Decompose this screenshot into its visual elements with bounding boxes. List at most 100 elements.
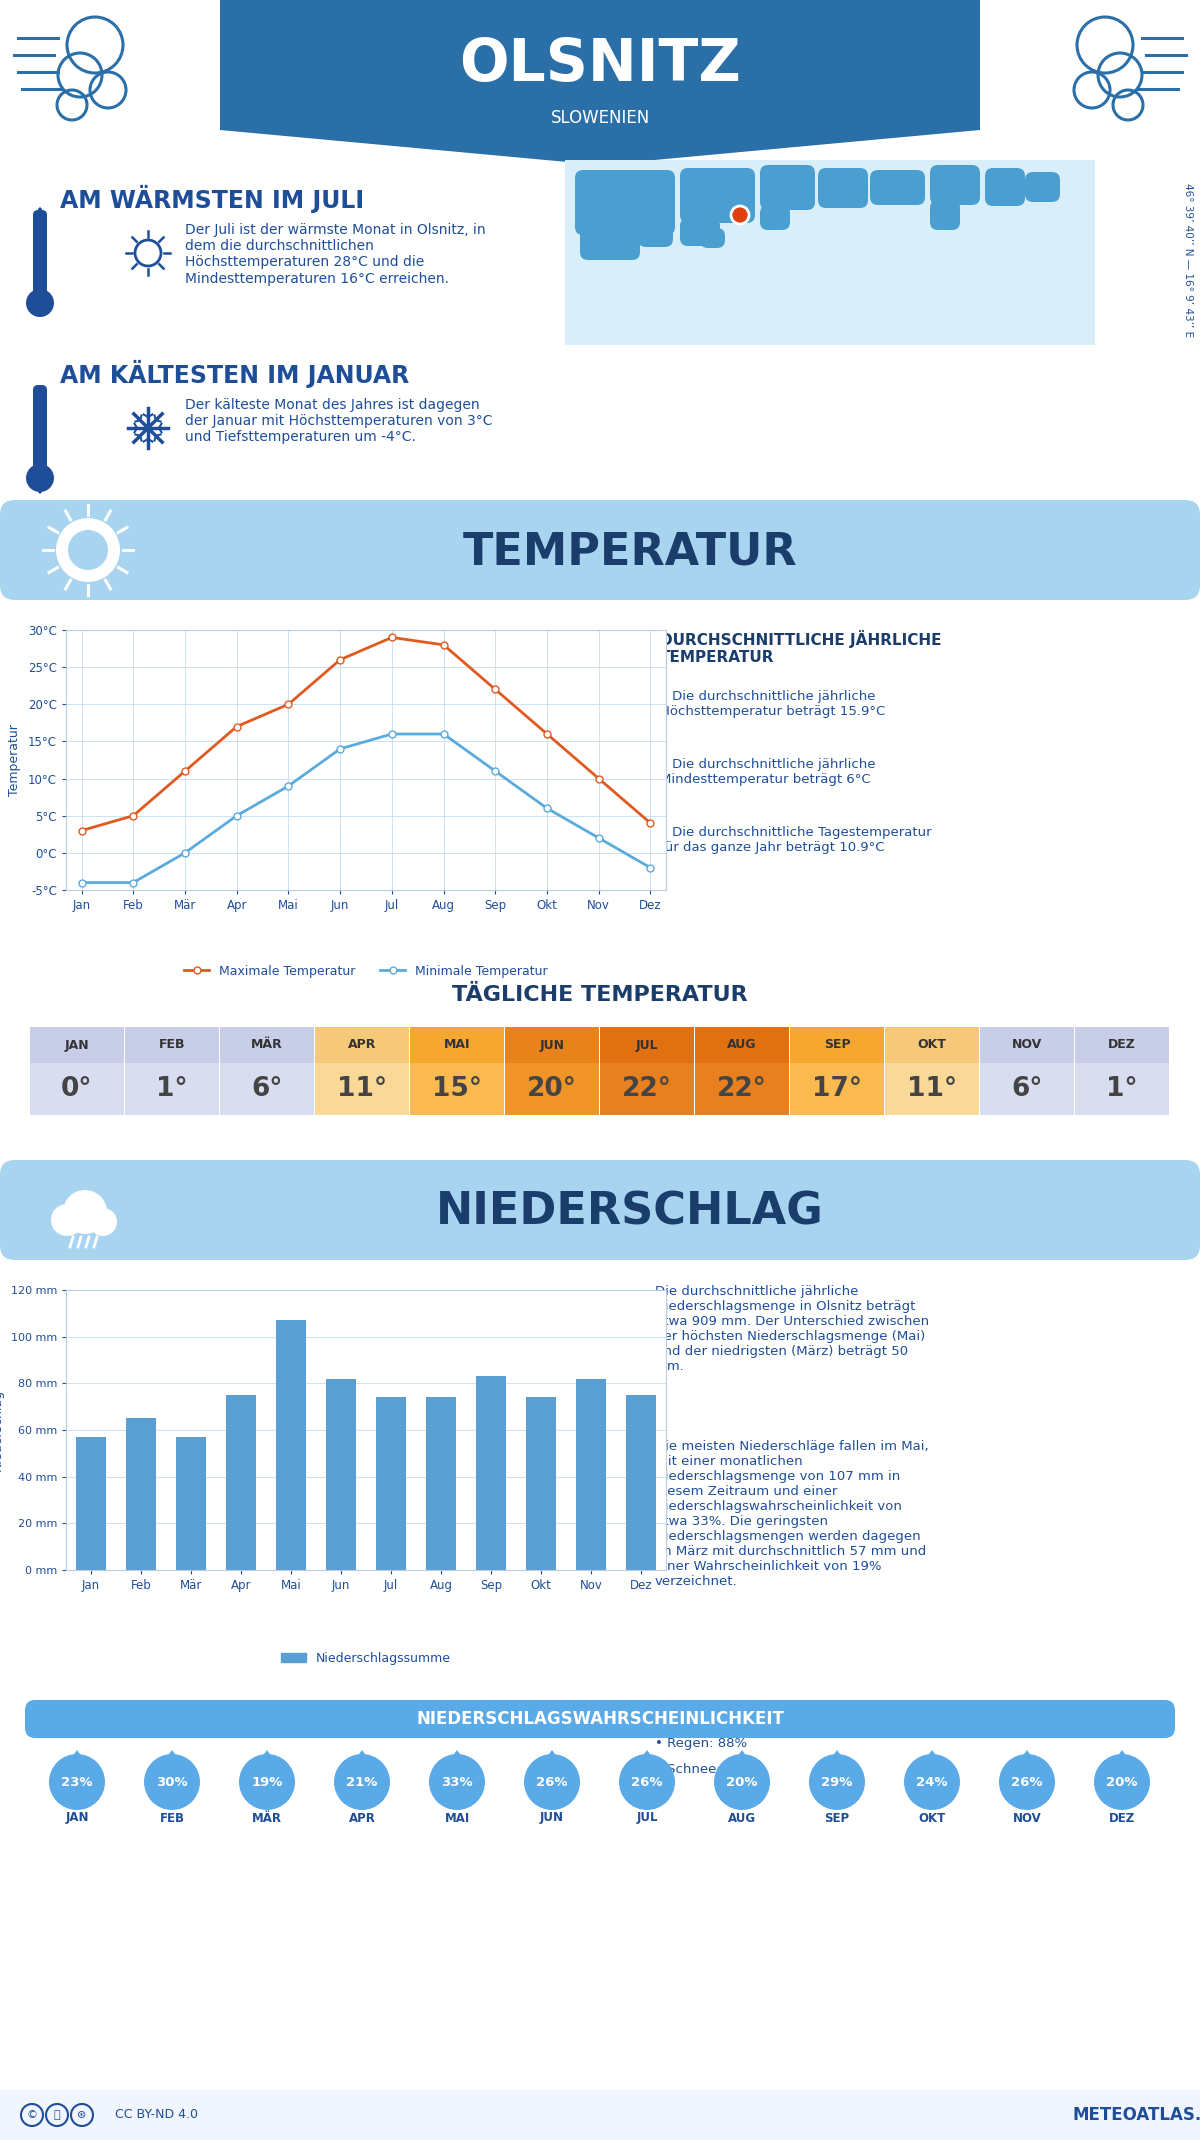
Bar: [426, 1397, 456, 1571]
Circle shape: [714, 1755, 770, 1810]
Text: MÄR: MÄR: [252, 1810, 282, 1825]
Polygon shape: [1014, 1751, 1040, 1768]
Bar: [220, 1064, 314, 1115]
Text: Der Juli ist der wärmste Monat in Olsnitz, in
dem die durchschnittlichen
Höchstt: Der Juli ist der wärmste Monat in Olsnit…: [185, 223, 486, 285]
Bar: [576, 1378, 606, 1571]
Text: AUG: AUG: [728, 1810, 756, 1825]
Text: SEP: SEP: [824, 1810, 850, 1825]
Bar: [626, 1395, 656, 1571]
Polygon shape: [220, 0, 980, 165]
Legend: Niederschlagssumme: Niederschlagssumme: [276, 1648, 456, 1669]
Bar: [410, 1027, 504, 1064]
Bar: [600, 1064, 694, 1115]
Text: • Die durchschnittliche Tagestemperatur
für das ganze Jahr beträgt 10.9°C: • Die durchschnittliche Tagestemperatur …: [660, 826, 931, 854]
Circle shape: [1094, 1755, 1150, 1810]
Polygon shape: [1109, 1751, 1135, 1768]
Circle shape: [64, 1190, 107, 1235]
Circle shape: [809, 1755, 865, 1810]
Text: NIEDERSCHLAGSWAHRSCHEINLICHKEIT: NIEDERSCHLAGSWAHRSCHEINLICHKEIT: [416, 1710, 784, 1727]
Text: JUL: JUL: [636, 1810, 658, 1825]
Circle shape: [430, 1755, 485, 1810]
Bar: [0, 2091, 1200, 2140]
FancyBboxPatch shape: [34, 385, 47, 471]
Text: TEMPERATUR: TEMPERATUR: [463, 531, 797, 574]
Circle shape: [49, 1755, 106, 1810]
Circle shape: [334, 1755, 390, 1810]
Text: APR: APR: [348, 1038, 376, 1051]
Circle shape: [524, 1755, 580, 1810]
Text: JUN: JUN: [540, 1038, 564, 1051]
FancyBboxPatch shape: [25, 1699, 1175, 1738]
Bar: [76, 1436, 106, 1571]
Text: JAN: JAN: [65, 1038, 89, 1051]
Bar: [526, 1397, 556, 1571]
Bar: [505, 1027, 599, 1064]
Text: CC BY-ND 4.0: CC BY-ND 4.0: [115, 2108, 198, 2121]
FancyBboxPatch shape: [1025, 171, 1060, 201]
FancyBboxPatch shape: [638, 223, 673, 246]
Text: METEOATLAS.DE: METEOATLAS.DE: [1073, 2106, 1200, 2125]
Bar: [886, 1027, 979, 1064]
Text: FEB: FEB: [160, 1810, 185, 1825]
Bar: [276, 1320, 306, 1571]
FancyBboxPatch shape: [818, 169, 868, 208]
Text: • Regen: 88%: • Regen: 88%: [655, 1738, 748, 1751]
FancyBboxPatch shape: [34, 210, 47, 295]
Bar: [30, 1027, 124, 1064]
Bar: [1075, 1064, 1169, 1115]
Circle shape: [904, 1755, 960, 1810]
Text: ⓘ: ⓘ: [54, 2110, 60, 2121]
Text: 46° 39’ 40’’ N — 16° 9’ 43’’ E: 46° 39’ 40’’ N — 16° 9’ 43’’ E: [1183, 182, 1193, 338]
Text: Der kälteste Monat des Jahres ist dagegen
der Januar mit Höchsttemperaturen von : Der kälteste Monat des Jahres ist dagege…: [185, 398, 492, 445]
Text: 19%: 19%: [251, 1776, 283, 1789]
Bar: [30, 1064, 124, 1115]
FancyBboxPatch shape: [870, 169, 925, 205]
FancyBboxPatch shape: [930, 165, 980, 205]
Y-axis label: Niederschlag: Niederschlag: [0, 1389, 4, 1470]
Bar: [476, 1376, 506, 1571]
Bar: [695, 1064, 790, 1115]
Bar: [790, 1027, 884, 1064]
Text: TÄGLICHE TEMPERATUR: TÄGLICHE TEMPERATUR: [452, 984, 748, 1006]
Circle shape: [239, 1755, 295, 1810]
Text: DEZ: DEZ: [1109, 1810, 1135, 1825]
Bar: [410, 1064, 504, 1115]
Text: NIEDERSCHLAG NACH TYP: NIEDERSCHLAG NACH TYP: [655, 1706, 878, 1721]
Text: 22°: 22°: [718, 1076, 767, 1102]
Text: MAI: MAI: [444, 1810, 469, 1825]
Polygon shape: [444, 1751, 470, 1768]
Polygon shape: [539, 1751, 565, 1768]
Bar: [505, 1064, 599, 1115]
Polygon shape: [824, 1751, 850, 1768]
Text: NOV: NOV: [1013, 1810, 1042, 1825]
Text: 17°: 17°: [812, 1076, 862, 1102]
Circle shape: [50, 1205, 83, 1237]
Bar: [980, 1027, 1074, 1064]
Bar: [314, 1027, 409, 1064]
FancyBboxPatch shape: [680, 218, 720, 246]
Bar: [126, 1419, 156, 1571]
Bar: [125, 1064, 220, 1115]
Text: SEP: SEP: [823, 1038, 851, 1051]
Circle shape: [619, 1755, 674, 1810]
Bar: [980, 1064, 1074, 1115]
Bar: [565, 160, 1096, 345]
Text: JAN: JAN: [65, 1810, 89, 1825]
Text: 29%: 29%: [821, 1776, 853, 1789]
Text: 6°: 6°: [251, 1076, 283, 1102]
Text: OLSNITZ: OLSNITZ: [460, 36, 740, 94]
Bar: [376, 1397, 406, 1571]
Text: AM WÄRMSTEN IM JULI: AM WÄRMSTEN IM JULI: [60, 184, 364, 214]
FancyBboxPatch shape: [760, 205, 790, 229]
Text: 6°: 6°: [1012, 1076, 1043, 1102]
Circle shape: [26, 464, 54, 492]
Text: 24%: 24%: [917, 1776, 948, 1789]
Text: MAI: MAI: [444, 1038, 470, 1051]
Polygon shape: [634, 1751, 660, 1768]
Bar: [220, 1027, 314, 1064]
FancyBboxPatch shape: [580, 225, 640, 259]
Bar: [326, 1378, 356, 1571]
Polygon shape: [730, 1751, 755, 1768]
Text: FEB: FEB: [158, 1038, 185, 1051]
Y-axis label: Temperatur: Temperatur: [8, 723, 22, 796]
